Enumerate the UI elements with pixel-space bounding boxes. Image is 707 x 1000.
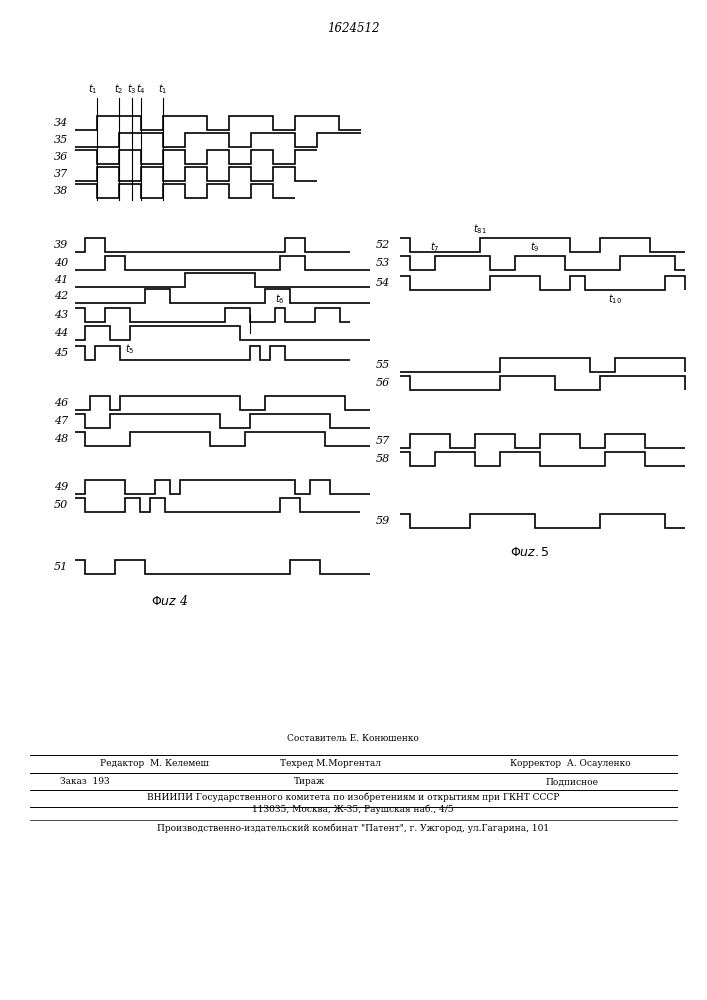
Text: 44: 44 [54, 328, 68, 338]
Text: Редактор  М. Келемеш: Редактор М. Келемеш [100, 760, 209, 768]
Text: $t_6$: $t_6$ [275, 292, 285, 306]
Text: Составитель Е. Конюшенко: Составитель Е. Конюшенко [287, 734, 419, 743]
Text: 40: 40 [54, 258, 68, 268]
Text: 38: 38 [54, 186, 68, 196]
Text: 34: 34 [54, 118, 68, 128]
Text: 41: 41 [54, 275, 68, 285]
Text: 51: 51 [54, 562, 68, 572]
Text: 45: 45 [54, 348, 68, 358]
Text: 52: 52 [375, 240, 390, 250]
Text: 113035, Москва, Ж-35, Раушская наб., 4/5: 113035, Москва, Ж-35, Раушская наб., 4/5 [252, 804, 454, 814]
Text: 47: 47 [54, 416, 68, 426]
Text: $t_9$: $t_9$ [530, 240, 539, 254]
Text: $t_{10}$: $t_{10}$ [608, 292, 622, 306]
Text: $t_2$: $t_2$ [115, 82, 124, 96]
Text: 58: 58 [375, 454, 390, 464]
Text: 35: 35 [54, 135, 68, 145]
Text: 49: 49 [54, 482, 68, 492]
Text: 57: 57 [375, 436, 390, 446]
Text: 50: 50 [54, 500, 68, 510]
Text: 42: 42 [54, 291, 68, 301]
Text: $t_1$: $t_1$ [88, 82, 98, 96]
Text: $t_7$: $t_7$ [431, 240, 440, 254]
Text: 37: 37 [54, 169, 68, 179]
Text: Производственно-издательский комбинат "Патент", г. Ужгород, ул.Гагарина, 101: Производственно-издательский комбинат "П… [157, 823, 549, 833]
Text: Подписное: Подписное [545, 778, 598, 786]
Text: 56: 56 [375, 378, 390, 388]
Text: Техред М.Моргентал: Техред М.Моргентал [279, 760, 380, 768]
Text: $t_{81}$: $t_{81}$ [473, 222, 487, 236]
Text: $\Phi u z.5$: $\Phi u z.5$ [510, 546, 550, 559]
Text: 43: 43 [54, 310, 68, 320]
Text: $t_1$: $t_1$ [158, 82, 168, 96]
Text: $t_3$: $t_3$ [127, 82, 136, 96]
Text: 54: 54 [375, 278, 390, 288]
Text: 46: 46 [54, 398, 68, 408]
Text: 59: 59 [375, 516, 390, 526]
Text: 55: 55 [375, 360, 390, 370]
Text: 36: 36 [54, 152, 68, 162]
Text: ВНИИПИ Государственного комитета по изобретениям и открытиям при ГКНТ СССР: ВНИИПИ Государственного комитета по изоб… [147, 792, 559, 802]
Text: Корректор  А. Осауленко: Корректор А. Осауленко [510, 760, 631, 768]
Text: $t_5$: $t_5$ [125, 342, 135, 356]
Text: $\Phi u z$ 4: $\Phi u z$ 4 [151, 594, 189, 608]
Text: $t_4$: $t_4$ [136, 82, 146, 96]
Text: 53: 53 [375, 258, 390, 268]
Text: Тираж: Тираж [294, 778, 326, 786]
Text: 39: 39 [54, 240, 68, 250]
Text: 1624512: 1624512 [327, 21, 379, 34]
Text: 48: 48 [54, 434, 68, 444]
Text: Заказ  193: Заказ 193 [60, 778, 110, 786]
